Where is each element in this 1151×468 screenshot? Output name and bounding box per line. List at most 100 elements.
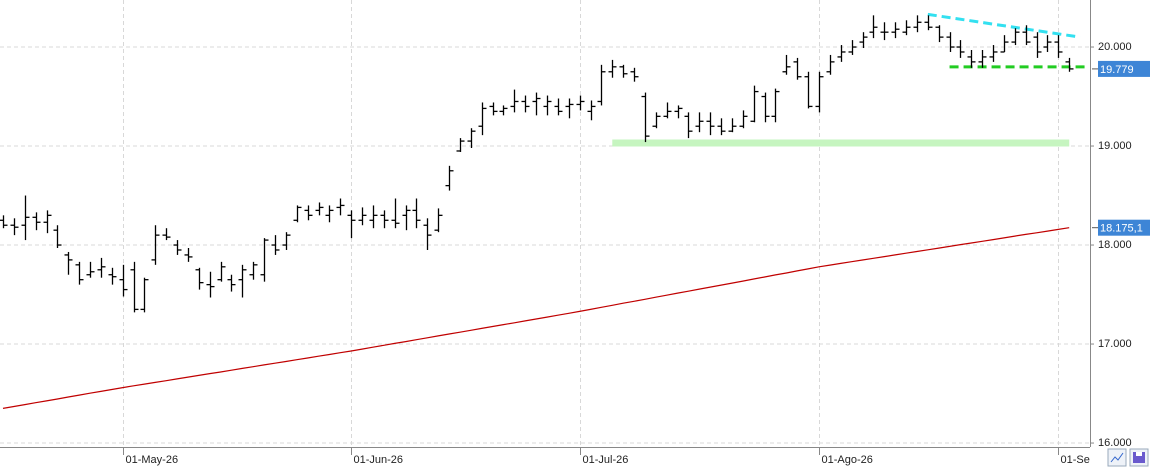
ohlc-bar (587, 100, 596, 121)
ohlc-bar (325, 205, 334, 223)
ohlc-bar (456, 138, 465, 152)
ohlc-bar (380, 210, 389, 229)
ohlc-bar (304, 205, 313, 221)
ohlc-bar (826, 54, 835, 75)
y-tick-label: 18.000 (1098, 239, 1132, 251)
plot (0, 12, 1086, 409)
ohlc-bar (630, 67, 639, 82)
ohlc-bar (869, 15, 878, 39)
ohlc-bar (195, 267, 204, 290)
ohlc-bar (641, 92, 650, 143)
ohlc-bar (86, 261, 95, 278)
ohlc-bar (576, 95, 585, 111)
ohlc-bar (750, 85, 759, 123)
ohlc-bar (478, 102, 487, 136)
ohlc-bar (21, 195, 30, 241)
x-tick-label: 01-Jul-26 (583, 454, 629, 466)
axis-labels: 16.000 17.000 18.000 19.000 20.000 01-May-26 0… (123, 41, 1150, 466)
ohlc-bar (315, 202, 324, 216)
price-label: 19.779 (1100, 64, 1134, 76)
ohlc-bar (467, 128, 476, 149)
ohlc-bar (499, 105, 508, 116)
ohlc-bar (423, 218, 432, 250)
ohlc-bar (924, 15, 933, 31)
price-label-box (1098, 219, 1150, 236)
ohlc-bar (489, 102, 498, 116)
ohlc-bar (978, 49, 987, 68)
ohlc-bar (663, 102, 672, 119)
ohlc-bar (815, 71, 824, 113)
ohlc-bar (347, 210, 356, 239)
ohlc-bar (1022, 25, 1031, 46)
ohlc-bar (445, 165, 454, 191)
y-tick-label: 16.000 (1098, 437, 1132, 449)
ohlc-bar (32, 212, 41, 231)
ohlc-bar (369, 205, 378, 229)
ohlc-bar (140, 277, 149, 313)
annotation-dashed (927, 12, 1081, 39)
zoom-icon (1110, 452, 1124, 463)
ohlc-bar (848, 40, 857, 55)
ohlc-bar (238, 264, 247, 298)
y-tick-label: 17.000 (1098, 338, 1132, 350)
ohlc-bar (761, 92, 770, 123)
ohlc-bar (108, 267, 117, 285)
price-label-box (1098, 60, 1150, 77)
y-tick-label: 19.000 (1098, 140, 1132, 152)
ohlc-bar (782, 54, 791, 75)
toolbar (1107, 448, 1149, 467)
x-tick-label: 01-Se (1061, 454, 1090, 466)
ohlc-bar (728, 118, 737, 133)
ohlc-bar (1033, 32, 1042, 58)
save-icon-slot (1136, 452, 1142, 456)
ohlc-bar (717, 118, 726, 136)
ohlc-bar (10, 218, 19, 236)
ohlc-bar (64, 251, 73, 275)
ohlc-bar (412, 198, 421, 229)
ohlc-bar (1011, 28, 1020, 46)
ohlc-bar (162, 228, 171, 241)
ohlc-bar (151, 225, 160, 265)
ohlc-bar (674, 105, 683, 119)
ohlc-bar (336, 198, 345, 216)
ohlc-bar (891, 22, 900, 39)
ohlc-bar (75, 261, 84, 285)
x-tick-label: 01-Jun-26 (354, 454, 404, 466)
ohlc-bar (804, 71, 813, 109)
ohlc-bar (43, 210, 52, 234)
ohlc-bar (935, 25, 944, 43)
ohlc-bar (956, 40, 965, 58)
ohlc-bar (217, 261, 226, 282)
ohlc-bar (565, 98, 574, 119)
ohlc-bar (97, 257, 106, 278)
ohlc-bar (597, 64, 606, 106)
ohlc-bar (684, 112, 693, 139)
ohlc-bar (119, 264, 128, 297)
ohlc-bar (1000, 35, 1009, 53)
zoom-button[interactable] (1107, 448, 1127, 467)
x-tick-label: 01-May-26 (126, 454, 179, 466)
ohlc-bar (837, 45, 846, 62)
ohlc-bar (989, 45, 998, 62)
ohlc-bar (695, 112, 704, 133)
ohlc-bar (619, 64, 628, 78)
ohlc-bar (880, 22, 889, 41)
ohlc-bar (282, 232, 291, 250)
ohlc-bar (554, 98, 563, 116)
ohlc-bar (1043, 35, 1052, 52)
ohlc-bar (227, 274, 236, 292)
ohlc-bar (0, 215, 8, 229)
ohlc-bar (608, 59, 617, 78)
ohlc-bar (249, 261, 258, 280)
y-tick-label: 20.000 (1098, 41, 1132, 53)
ohlc-bar (1065, 57, 1074, 72)
ohlc-bar (434, 208, 443, 233)
ohlc-bar (391, 198, 400, 229)
ohlc-bar (902, 20, 911, 36)
ohlc-bar (510, 89, 519, 113)
ohlc-bar (793, 57, 802, 80)
ohlc-bar (946, 32, 955, 52)
ohlc-bar (271, 235, 280, 255)
ohlc-bar (652, 112, 661, 129)
